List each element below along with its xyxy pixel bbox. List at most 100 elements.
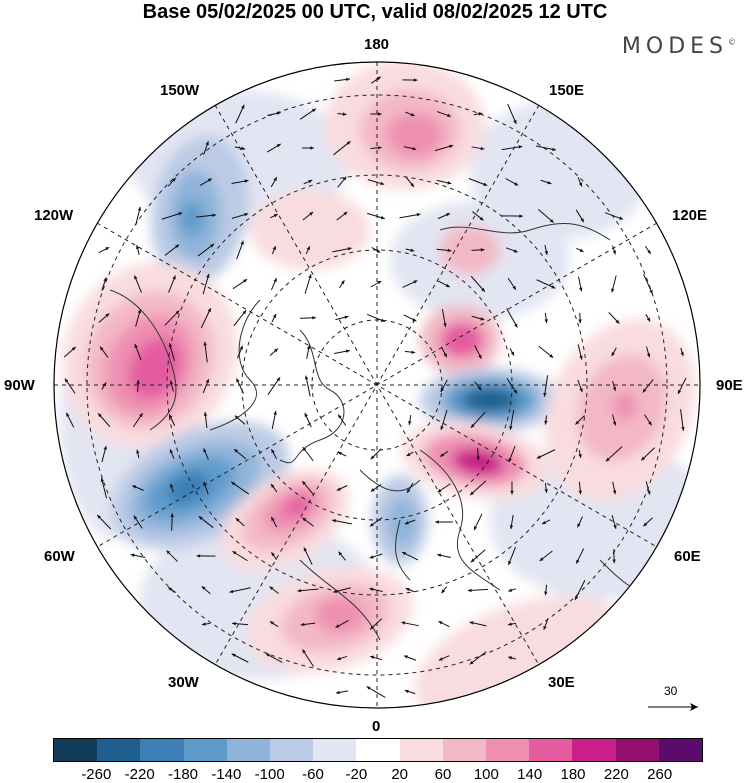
wind-vector-head	[648, 421, 652, 426]
wind-vector-head	[338, 414, 342, 419]
wind-vector-head	[449, 144, 454, 149]
wind-vector-head	[203, 448, 207, 453]
wind-vector-head	[336, 487, 341, 491]
wind-vector-head	[103, 445, 107, 450]
wind-vector-head	[272, 313, 277, 318]
wind-vector-head	[166, 550, 171, 555]
wind-vector-head	[507, 622, 512, 626]
wind-vector-head	[579, 287, 583, 292]
wind-vector-head	[510, 351, 515, 356]
wind-vector-head	[508, 458, 512, 463]
wind-vector-head	[513, 119, 517, 124]
wind-vector-head	[605, 457, 610, 462]
wind-vector-head	[542, 520, 547, 525]
wind-vector-head	[404, 655, 408, 659]
wind-vector-head	[445, 283, 450, 288]
wind-vector-head	[539, 557, 544, 562]
brand-mark: ©	[728, 37, 736, 47]
wind-vector-head	[310, 146, 314, 150]
wind-vector-head	[369, 587, 374, 592]
wind-vector-head	[478, 112, 483, 116]
wind-vector-head	[137, 206, 142, 211]
wind-vector-head	[201, 622, 206, 626]
wind-vector-head	[134, 343, 138, 348]
wind-vector-head	[519, 214, 523, 218]
wind-vector-head	[243, 279, 248, 283]
wind-vector-head	[234, 449, 238, 453]
wind-vector-head	[102, 382, 107, 387]
lon-label-0: 0	[372, 718, 381, 735]
wind-vector-head	[612, 250, 616, 255]
wind-vector-head	[273, 278, 277, 283]
wind-vector-head	[345, 349, 350, 353]
wind-vector-head	[544, 591, 548, 596]
wind-vector-head	[337, 451, 342, 456]
wind-vector-head	[514, 323, 518, 328]
wind-vector-head	[677, 389, 682, 394]
reference-vector-label: 30	[664, 684, 678, 698]
wind-vector-head	[445, 213, 450, 217]
wind-vector	[333, 140, 351, 156]
wind-vector-head	[481, 287, 485, 292]
colorbar-tick-label: 100	[473, 766, 499, 783]
lon-label-90e: 90E	[716, 377, 743, 394]
colorbar-tick-label: -260	[81, 766, 112, 783]
wind-vector-head	[578, 454, 582, 458]
wind-vector-head	[440, 388, 444, 393]
lon-label-120e: 120E	[672, 207, 708, 224]
wind-vector-head	[643, 522, 648, 527]
wind-vector-head	[513, 249, 518, 253]
wind-vector-head	[478, 354, 482, 359]
colorbar	[53, 738, 703, 762]
colorbar-swatch	[356, 739, 400, 761]
wind-vector-head	[508, 588, 513, 592]
wind-vector-head	[303, 547, 308, 552]
wind-vector-head	[412, 146, 417, 151]
wind-vector-head	[544, 250, 548, 255]
wind-vector-head	[346, 77, 350, 82]
wind-vector-head	[411, 350, 416, 354]
wind-vector-head	[210, 243, 215, 248]
wind-vector-head	[172, 275, 176, 280]
wind-vector-head	[232, 621, 236, 626]
colorbar-tick-label: 60	[434, 766, 452, 783]
wind-vector-head	[508, 656, 513, 660]
wind-vector-head	[333, 589, 338, 594]
wind-vector-head	[376, 76, 381, 81]
wind-vector-head	[612, 421, 617, 426]
wind-vector-head	[543, 625, 547, 630]
wind-vector-head	[105, 313, 110, 318]
wind-vector-head	[201, 586, 206, 590]
wind-vector-head	[306, 246, 310, 251]
wind-vector-head	[470, 423, 475, 428]
wind-vector-head	[438, 621, 443, 625]
wind-vector-head	[335, 690, 340, 695]
wind-vector-head	[175, 310, 180, 315]
wind-vector-head	[304, 412, 308, 417]
wind-vector-head	[437, 488, 442, 493]
wind-vector-head	[178, 212, 183, 216]
colorbar-tick-label: -220	[124, 766, 155, 783]
wind-vector-head	[612, 490, 617, 495]
wind-vector-head	[346, 141, 351, 145]
lon-label-180: 180	[364, 36, 390, 53]
colorbar-swatch	[140, 739, 184, 761]
wind-vector-head	[64, 378, 69, 383]
colorbar-swatch	[313, 739, 357, 761]
anomaly-field	[54, 62, 700, 708]
wind-vector-head	[66, 412, 70, 417]
wind-vector-head	[135, 245, 140, 249]
wind-vector-head	[647, 490, 651, 495]
wind-vector-head	[469, 621, 474, 625]
colorbar-tick-label: -180	[167, 766, 199, 783]
wind-vector-head	[406, 452, 411, 456]
colorbar-swatch	[226, 739, 271, 761]
colorbar-tick-label: 20	[391, 766, 408, 783]
wind-vector-head	[412, 318, 417, 322]
wind-vector-head	[271, 449, 275, 454]
lon-label-60w: 60W	[44, 548, 75, 565]
wind-vector-head	[413, 280, 418, 284]
wind-vector-head	[337, 656, 341, 661]
wind-vector-head	[231, 481, 236, 486]
wind-vector-head	[175, 244, 180, 249]
